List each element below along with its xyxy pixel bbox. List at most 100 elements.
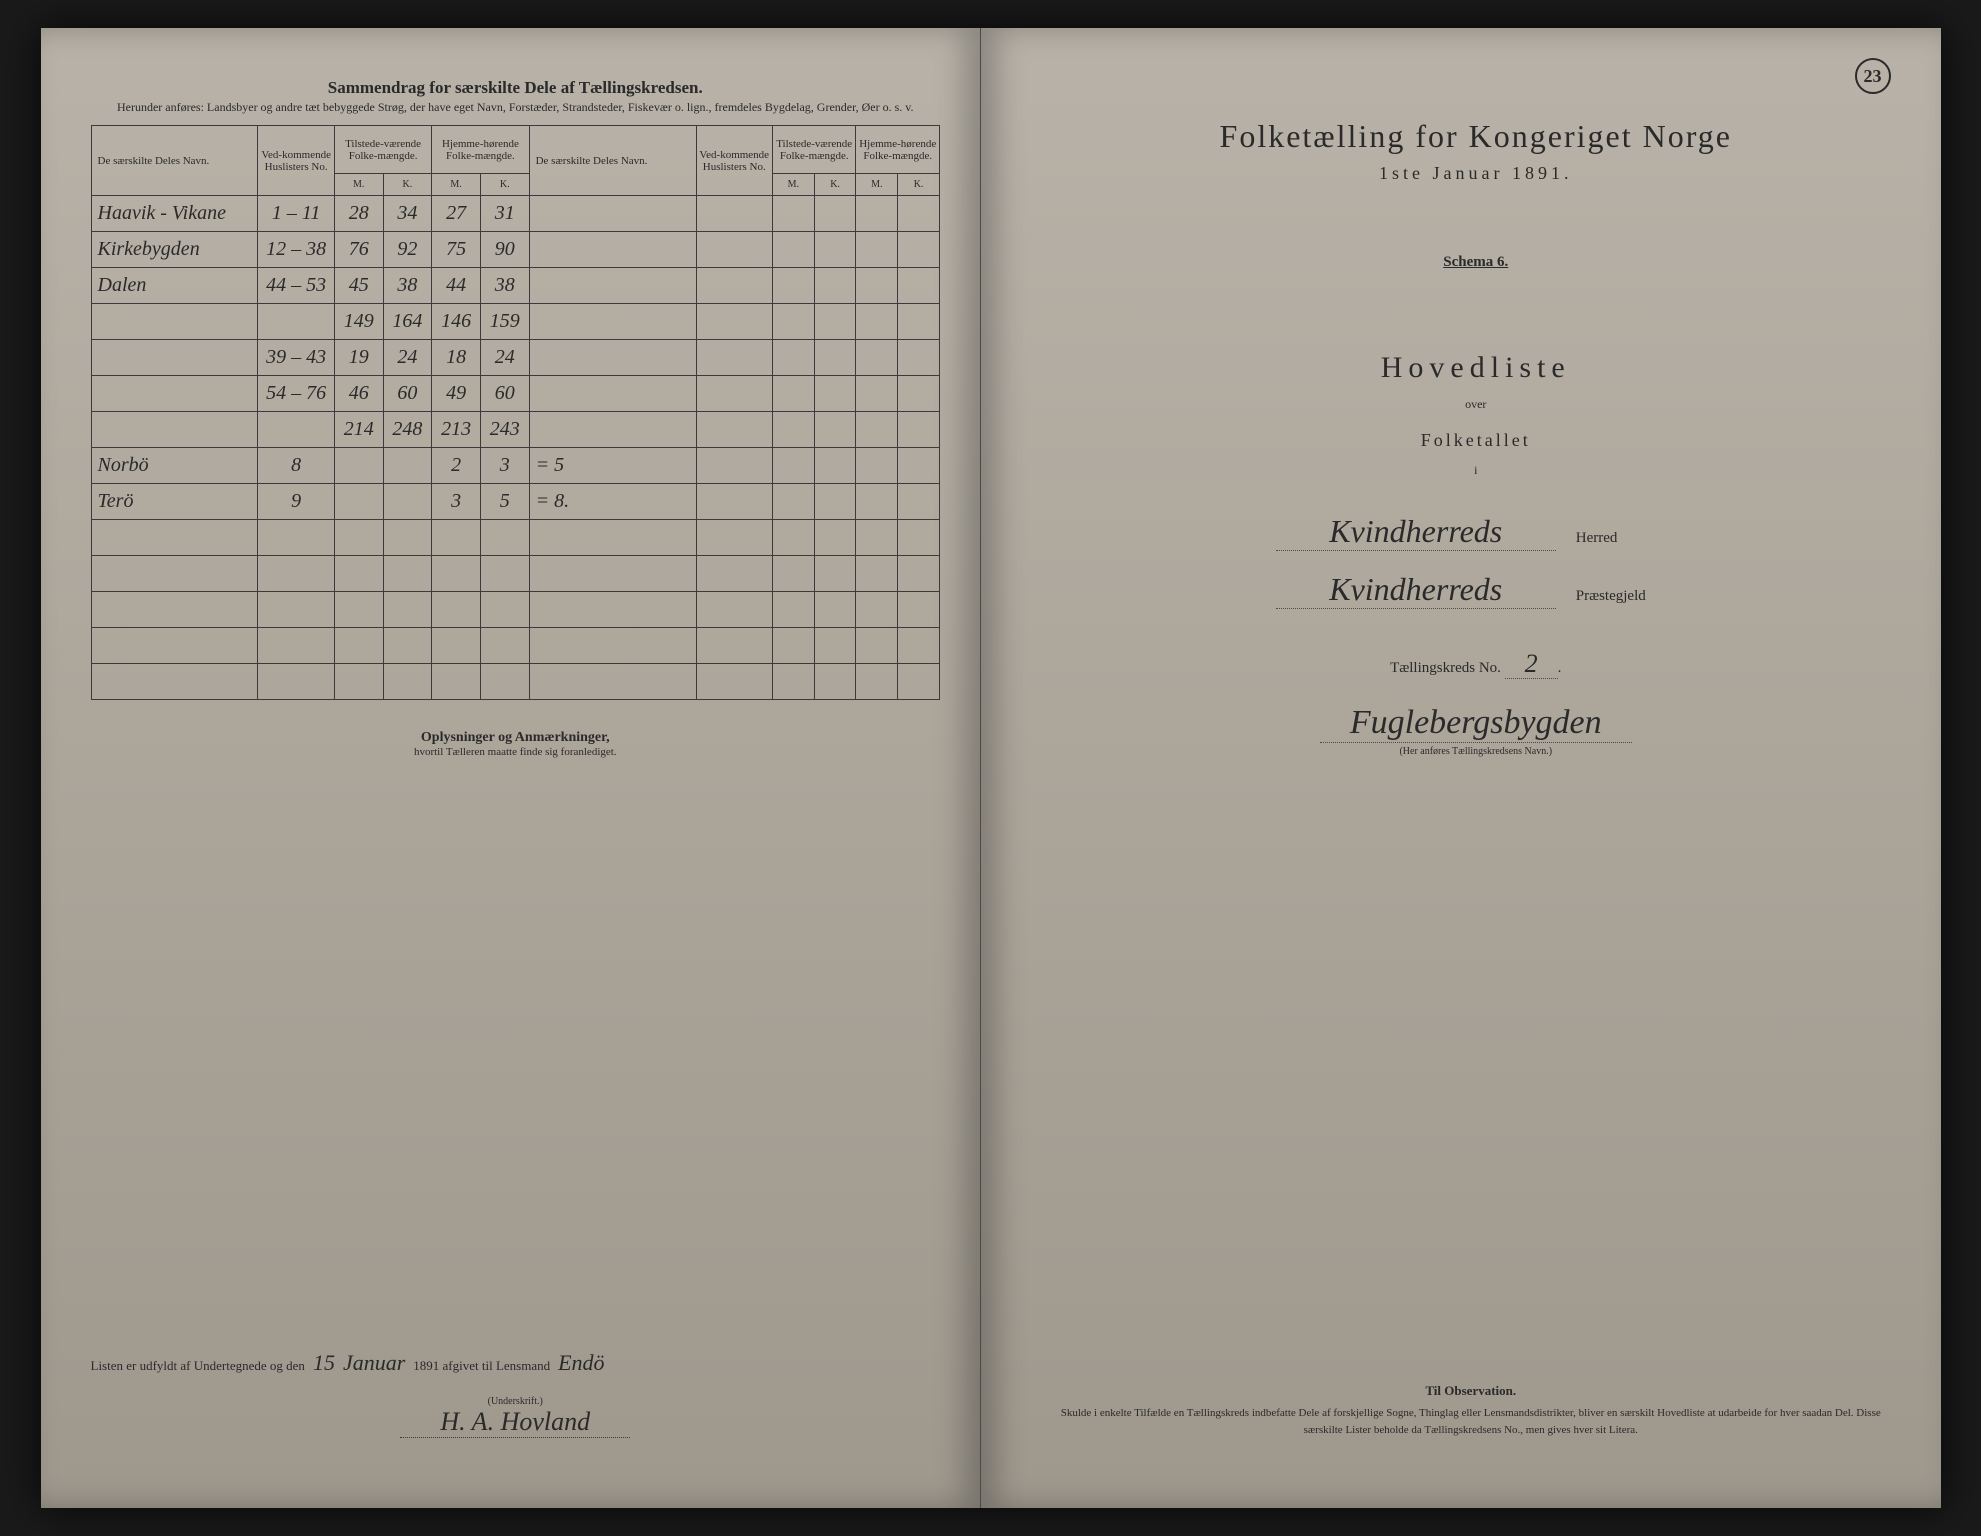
cell-empty (856, 484, 898, 520)
cell-empty (814, 628, 856, 664)
cell-tm: 46 (334, 376, 383, 412)
cell-hus (258, 664, 335, 700)
cell-hm: 3 (432, 484, 481, 520)
cell-hus (258, 556, 335, 592)
cell-empty (696, 304, 773, 340)
i-label: i (1051, 463, 1901, 478)
sig-label: (Underskrift.) (91, 1396, 941, 1407)
cell-hm (432, 664, 481, 700)
cell-empty (856, 556, 898, 592)
table-row: 149 164 146 159 (91, 304, 940, 340)
col-m: M. (432, 174, 481, 196)
cell-tm (334, 592, 383, 628)
table-row (91, 556, 940, 592)
cell-extra: = 8. (529, 484, 696, 520)
notes-subtitle: hvortil Tælleren maatte finde sig foranl… (91, 746, 941, 758)
right-page: 23 Folketælling for Kongeriget Norge 1st… (981, 28, 1941, 1508)
cell-hus: 8 (258, 448, 335, 484)
cell-tm (334, 484, 383, 520)
cell-extra (529, 304, 696, 340)
sig-month: Januar (343, 1350, 405, 1376)
left-header: Sammendrag for særskilte Dele af Tælling… (91, 78, 941, 115)
herred-row: Kvindherreds Herred (1051, 513, 1901, 551)
cell-tm (334, 556, 383, 592)
cell-tm (334, 520, 383, 556)
cell-extra (529, 664, 696, 700)
cell-hm (432, 592, 481, 628)
cell-empty (696, 664, 773, 700)
cell-empty (898, 556, 940, 592)
cell-empty (856, 340, 898, 376)
cell-hus: 1 – 11 (258, 196, 335, 232)
cell-empty (773, 520, 815, 556)
cell-empty (773, 556, 815, 592)
signature-name: H. A. Hovland (400, 1407, 630, 1438)
cell-tk: 60 (383, 376, 432, 412)
cell-hk: 243 (480, 412, 529, 448)
cell-empty (696, 232, 773, 268)
table-row: Norbö 8 2 3 = 5 (91, 448, 940, 484)
table-row: 39 – 43 19 24 18 24 (91, 340, 940, 376)
cell-hk: 31 (480, 196, 529, 232)
cell-tm (334, 628, 383, 664)
col-m: M. (856, 174, 898, 196)
herred-label: Herred (1576, 530, 1676, 547)
notes-section: Oplysninger og Anmærkninger, hvortil Tæl… (91, 730, 941, 758)
cell-empty (898, 196, 940, 232)
cell-empty (696, 556, 773, 592)
cell-hk: 60 (480, 376, 529, 412)
cell-tm: 76 (334, 232, 383, 268)
col-tilstede: Tilstede-værende Folke-mængde. (334, 126, 431, 174)
cell-name: Terö (91, 484, 258, 520)
cell-hk (480, 592, 529, 628)
cell-hk: 159 (480, 304, 529, 340)
cell-empty (696, 268, 773, 304)
cell-empty (856, 448, 898, 484)
cell-empty (856, 196, 898, 232)
observation-text: Skulde i enkelte Tilfælde en Tællingskre… (1051, 1405, 1891, 1438)
observation-section: Til Observation. Skulde i enkelte Tilfæl… (1051, 1383, 1891, 1438)
sig-year: 1891 afgivet til Lensmand (413, 1358, 550, 1374)
cell-empty (814, 556, 856, 592)
kreds-name-row: Fuglebergsbygden (Her anføres Tællingskr… (1051, 704, 1901, 757)
cell-hm: 2 (432, 448, 481, 484)
left-page-subtitle: Herunder anføres: Landsbyer og andre tæt… (91, 100, 941, 115)
cell-hm (432, 628, 481, 664)
prastegjeld-label: Præstegjeld (1576, 588, 1676, 605)
cell-empty (856, 628, 898, 664)
cell-tk: 38 (383, 268, 432, 304)
table-row (91, 520, 940, 556)
cell-empty (856, 376, 898, 412)
cell-empty (773, 592, 815, 628)
cell-hus (258, 520, 335, 556)
cell-empty (898, 376, 940, 412)
kreds-number: 2 (1505, 649, 1558, 679)
cell-empty (856, 304, 898, 340)
cell-empty (814, 448, 856, 484)
cell-extra: = 5 (529, 448, 696, 484)
cell-name (91, 412, 258, 448)
cell-tk: 92 (383, 232, 432, 268)
cell-name (91, 520, 258, 556)
cell-empty (856, 520, 898, 556)
kreds-label: Tællingskreds No. (1390, 660, 1501, 676)
cell-extra (529, 628, 696, 664)
table-row: 54 – 76 46 60 49 60 (91, 376, 940, 412)
cell-empty (898, 484, 940, 520)
cell-extra (529, 376, 696, 412)
census-table: De særskilte Deles Navn. Ved-kommende Hu… (91, 125, 941, 700)
cell-empty (773, 376, 815, 412)
table-row: Haavik - Vikane 1 – 11 28 34 27 31 (91, 196, 940, 232)
cell-empty (773, 664, 815, 700)
cell-empty (773, 340, 815, 376)
cell-empty (814, 268, 856, 304)
cell-hus: 44 – 53 (258, 268, 335, 304)
cell-hk (480, 628, 529, 664)
sig-day: 15 (313, 1350, 335, 1376)
prastegjeld-value: Kvindherreds (1276, 571, 1556, 609)
prastegjeld-row: Kvindherreds Præstegjeld (1051, 571, 1901, 609)
cell-extra (529, 412, 696, 448)
cell-empty (856, 232, 898, 268)
census-date: 1ste Januar 1891. (1051, 163, 1901, 184)
cell-extra (529, 592, 696, 628)
